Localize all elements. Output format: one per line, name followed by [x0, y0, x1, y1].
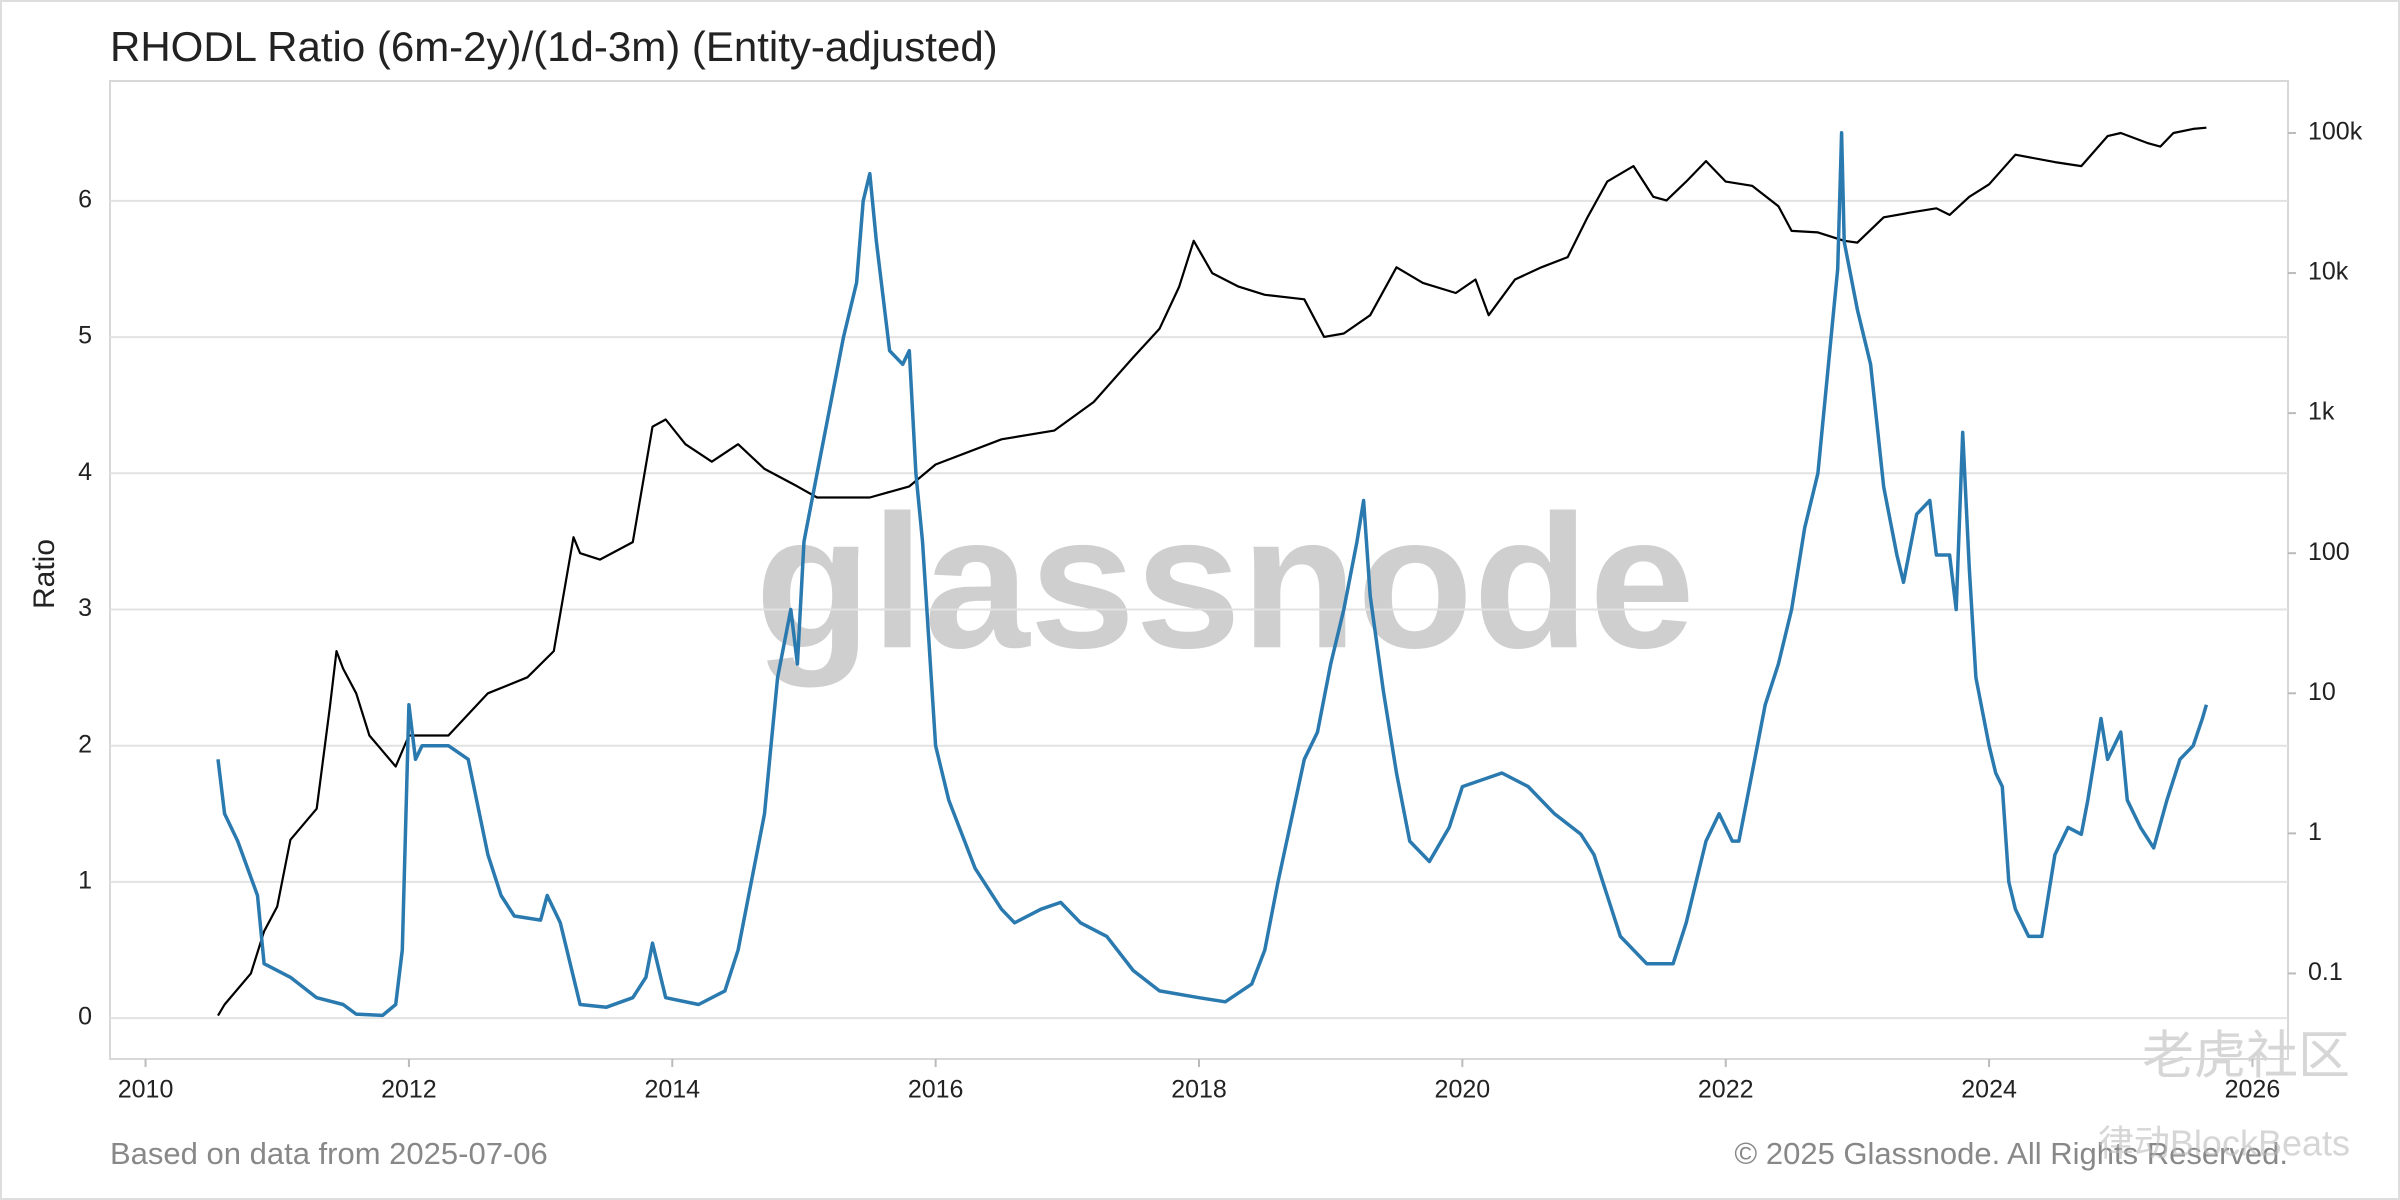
y-tick-label: 6: [78, 185, 92, 213]
source-note: Based on data from 2025-07-06: [110, 1136, 548, 1171]
y2-tick-label: 10: [2308, 678, 2336, 706]
y2-tick-label: 100: [2308, 538, 2350, 566]
x-tick-label: 2016: [908, 1076, 964, 1104]
x-tick-label: 2010: [118, 1076, 174, 1104]
y-axis-label: Ratio: [28, 539, 61, 609]
y2-tick-label: 0.1: [2308, 958, 2343, 986]
y2-tick-label: 1: [2308, 818, 2322, 846]
watermark: glassnode: [755, 476, 1695, 688]
chart-title: RHODL Ratio (6m-2y)/(1d-3m) (Entity-adju…: [110, 23, 998, 70]
x-tick-label: 2018: [1171, 1076, 1227, 1104]
copyright: © 2025 Glassnode. All Rights Reserved.: [1734, 1136, 2288, 1171]
y-tick-label: 3: [78, 594, 92, 622]
y-tick-label: 0: [78, 1003, 92, 1031]
overlay-mark: 老虎社区: [2142, 1028, 2350, 1086]
x-tick-label: 2014: [644, 1076, 700, 1104]
y2-tick-label: 100k: [2308, 118, 2363, 146]
x-tick-label: 2022: [1698, 1076, 1754, 1104]
series-line: [217, 126, 2207, 1017]
y-tick-label: 1: [78, 867, 92, 895]
x-tick-label: 2026: [2225, 1076, 2281, 1104]
x-tick-label: 2024: [1961, 1076, 2017, 1104]
x-tick-label: 2012: [381, 1076, 437, 1104]
series-line: [216, 131, 2209, 1018]
overlay-mark: 律动BlockBeats: [2098, 1123, 2350, 1164]
y-tick-label: 2: [78, 730, 92, 758]
y-tick-label: 5: [78, 322, 92, 350]
y2-tick-label: 1k: [2308, 398, 2335, 426]
y2-tick-label: 10k: [2308, 258, 2349, 286]
y-tick-label: 4: [78, 458, 92, 486]
x-tick-label: 2020: [1435, 1076, 1491, 1104]
